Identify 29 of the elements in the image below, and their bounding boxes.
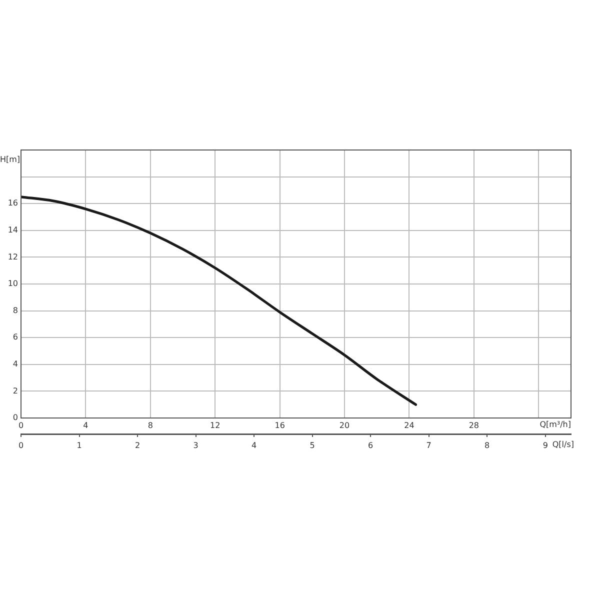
x2-tick-label: 8	[484, 440, 490, 450]
x-tick-label: 20	[339, 420, 350, 430]
y-tick-label: 16	[8, 198, 18, 208]
x2-tick-label: 6	[368, 440, 374, 450]
y-tick-label: 14	[8, 225, 18, 234]
y-tick-label: 2	[12, 386, 18, 396]
x2-tick-label: 1	[76, 440, 82, 450]
x-tick-label: 4	[83, 420, 88, 430]
x2-tick-label: 5	[310, 440, 315, 450]
x-tick-label: 8	[148, 420, 153, 430]
y-tick-label: 6	[12, 332, 18, 342]
x2-tick-label: 9	[542, 440, 548, 450]
y-axis-title: H[m]	[0, 155, 20, 164]
x-tick-label: 24	[404, 420, 414, 430]
y-tick-label: 12	[8, 252, 18, 262]
x-tick-label: 12	[210, 420, 220, 430]
y-tick-label: 10	[8, 279, 18, 288]
x-tick-label: 16	[274, 420, 285, 430]
x2-axis-title: Q[l/s]	[552, 440, 574, 450]
x2-tick-label: 7	[426, 440, 432, 450]
y-tick-label: 4	[12, 359, 18, 368]
x2-tick-label: 2	[134, 440, 140, 450]
x2-tick-label: 3	[193, 440, 198, 450]
x-axis-title: Q[m³/h]	[540, 420, 571, 430]
y-tick-label: 0	[12, 413, 18, 422]
line-series	[21, 196, 418, 406]
y-tick-label: 8	[12, 306, 18, 315]
x-tick-label: 28	[468, 420, 480, 430]
x2-tick-label: 4	[252, 440, 257, 450]
